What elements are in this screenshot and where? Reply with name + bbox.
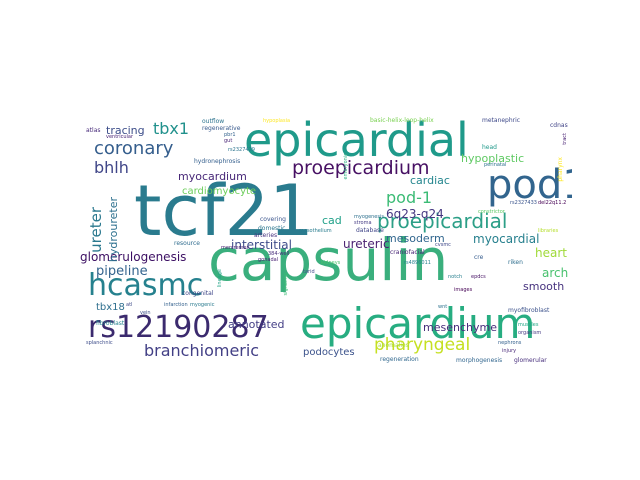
word-metanephric: metanephric <box>482 117 521 124</box>
word-tcf21: tcf21 <box>134 170 314 252</box>
word-proepicardium: proepicardium <box>292 157 430 179</box>
word-del22q11.2: del22q11.2 <box>538 200 567 206</box>
word-hydroureter: hydroureter <box>107 197 120 263</box>
word-outflow: outflow <box>202 118 225 125</box>
word-atl: atl <box>126 302 133 308</box>
word-stroma: stroma <box>354 220 372 226</box>
word-infarction: infarction <box>164 302 188 308</box>
word-anomalies: anomalies <box>378 342 409 349</box>
word-ureteric: ureteric <box>343 237 390 251</box>
word-atlas: atlas <box>86 127 101 134</box>
word-rs2327433: rs2327433 <box>510 200 537 206</box>
word-pipeline: pipeline <box>96 264 148 279</box>
word-head: head <box>482 144 497 151</box>
word-basic-helix-loop-helix: basic-helix-loop-helix <box>370 117 434 124</box>
word-myogenic: myogenic <box>190 302 215 308</box>
word-cad: cad <box>322 214 342 227</box>
word-constrictor: constrictor <box>478 209 505 215</box>
word-epicardial: epicardial <box>244 113 469 167</box>
word-cardiomyocyte: cardiomyocyte <box>182 186 257 197</box>
word-arteries: arteries <box>254 232 278 239</box>
word-gut: gut <box>224 138 233 144</box>
word-splanchnic: splanchnic <box>86 340 113 346</box>
word-epdcs: epdcs <box>471 274 486 280</box>
word-pod1: pod1 <box>487 162 572 208</box>
word-nephrons: nephrons <box>498 340 522 346</box>
word-cre: cre <box>474 254 484 261</box>
word-hypoplastic: hypoplastic <box>461 152 525 165</box>
word-resource: resource <box>174 240 200 247</box>
word-regeneration: regeneration <box>380 356 419 363</box>
word-annotated: annotated <box>228 318 285 331</box>
word-proepicardial: proepicardial <box>377 209 508 233</box>
word-covering: covering <box>260 216 286 223</box>
word-tbx1: tbx1 <box>153 119 190 138</box>
word-pbr1: pbr1 <box>224 132 236 138</box>
word-notch: notch <box>448 274 463 280</box>
word-interstitial: interstitial <box>231 238 292 252</box>
word-tract: tract <box>562 133 568 145</box>
word-pharyngeal: pharyngeal <box>374 335 471 355</box>
word-bhlh: bhlh <box>94 158 129 177</box>
word-mesenchyme: mesenchyme <box>423 321 497 334</box>
word-rs12190287: rs12190287 <box>88 310 269 345</box>
word-vein: vein <box>140 310 151 316</box>
word-podocytes: podocytes <box>303 347 355 358</box>
word-capsulin: capsulin <box>208 226 449 294</box>
word-fibroblast: fibroblast <box>96 320 125 327</box>
word-tarid: tarid <box>303 269 315 275</box>
word-smooth: smooth <box>523 280 565 293</box>
word-myofibroblast: myofibroblast <box>508 307 550 314</box>
word-cdnas: cdnas <box>550 122 568 129</box>
word-heart: heart <box>535 246 567 260</box>
word-injury: injury <box>502 348 517 354</box>
word-craniofacial: craniofacial <box>390 249 425 256</box>
word-mercremer: mercremer <box>221 245 249 251</box>
word-myocardial: myocardial <box>473 232 540 246</box>
word-mesothelium: mesothelium <box>299 228 332 234</box>
word-pod-1: pod-1 <box>386 188 433 207</box>
word-kidneys: kidneys <box>321 260 341 266</box>
word-libraries: libraries <box>538 228 559 234</box>
word-hcasmc: hcasmc <box>88 268 204 303</box>
word-tracing: tracing <box>106 124 145 137</box>
word-pharynx: pharynx <box>557 157 564 182</box>
word-myocardium: myocardium <box>178 170 247 183</box>
word-hydronephrosis: hydronephrosis <box>194 158 241 165</box>
word-mesoderm: mesoderm <box>386 232 445 245</box>
word-morphogenesis: morphogenesis <box>456 357 503 364</box>
word-regenerative: regenerative <box>202 125 241 132</box>
word-domestic: domestic <box>258 225 286 232</box>
word-epicardium: epicardium <box>300 299 536 348</box>
word-cvsmc: cvsmc <box>435 242 451 248</box>
word-rs2327429: rs2327429 <box>228 147 255 153</box>
word-database: database <box>356 227 384 234</box>
word-cardiac: cardiac <box>410 174 450 187</box>
word-ventricular: ventricular <box>106 134 134 140</box>
word-images: images <box>454 287 473 293</box>
word-tbx18: tbx18 <box>96 302 125 313</box>
word-6q23-q24: 6q23-q24 <box>386 207 444 221</box>
word-branchiomeric: branchiomeric <box>144 341 260 360</box>
word-embryonic: embryonic <box>343 153 349 180</box>
word-384-well: 384-well <box>268 251 290 257</box>
word-glomerular: glomerular <box>514 357 547 364</box>
word-riken: riken <box>508 259 523 266</box>
word-perinatal: perinatal <box>484 162 507 168</box>
word-rs4896011: rs4896011 <box>404 260 431 266</box>
word-myogenesis: myogenesis <box>354 214 384 220</box>
word-congenital: congenital <box>182 290 214 297</box>
word-muscles: muscles <box>518 322 539 328</box>
word-gonadal: gonadal <box>258 257 279 263</box>
word-ureter: ureter <box>87 207 105 253</box>
word-signaling: signaling <box>283 273 289 296</box>
word-lineage: lineage <box>217 269 223 288</box>
word-organism: organism <box>518 330 542 336</box>
word-wnt: wnt <box>438 304 448 310</box>
word-hypoplasia: hypoplasia <box>263 118 291 124</box>
word-cloud: tcf21 capsulin epicardial pod1 epicardiu… <box>78 113 572 368</box>
word-glomerulogenesis: glomerulogenesis <box>80 250 187 264</box>
word-arch: arch <box>542 266 569 280</box>
word-coronary: coronary <box>94 138 174 159</box>
